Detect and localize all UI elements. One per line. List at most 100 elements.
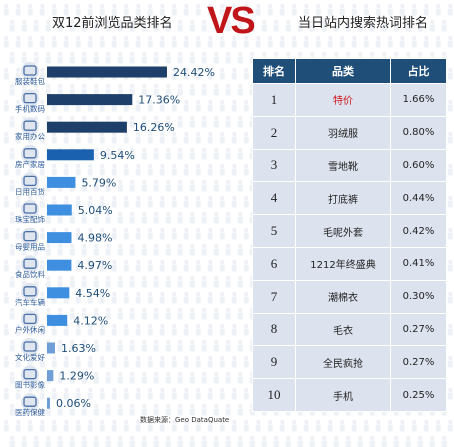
category-label: 母婴用品 — [15, 243, 45, 252]
category-label: 医药保健 — [15, 407, 45, 417]
header-category: 品类 — [295, 58, 391, 84]
share-cell: 0.60% — [390, 148, 447, 183]
basket-icon-shape — [23, 175, 37, 187]
bar — [47, 66, 167, 78]
table-row: 3 雪地靴 0.60% — [252, 148, 447, 183]
rank-cell: 1 — [252, 83, 296, 117]
category-label: 汽车车辆 — [15, 297, 45, 307]
table-row: 10 手机 0.25% — [252, 378, 447, 412]
share-cell: 0.41% — [390, 246, 447, 281]
book-icon-shape — [23, 368, 37, 380]
bar — [47, 232, 72, 244]
bar — [47, 287, 70, 299]
header-share: 占比 — [390, 58, 447, 84]
tent-icon — [21, 310, 39, 329]
bar — [47, 314, 68, 326]
rank-cell: 5 — [252, 214, 296, 248]
jewelry-icon — [21, 200, 39, 218]
category-cell: 毛呢外套 — [295, 214, 391, 248]
rank-cell: 7 — [252, 279, 296, 314]
bar — [47, 259, 72, 271]
table-row: 9 全民疯抢 0.27% — [252, 345, 447, 380]
rank-cell: 2 — [252, 115, 296, 150]
share-cell: 0.27% — [390, 312, 447, 347]
bar — [47, 149, 94, 161]
tent-icon-shape — [23, 313, 37, 325]
medical-icon-shape — [23, 396, 37, 407]
value-label: 5.79% — [81, 176, 116, 189]
food-icon — [21, 255, 39, 274]
left-chart-title: 双12前浏览品类排名 — [52, 16, 173, 31]
phone-icon — [21, 89, 39, 108]
hobby-icon-shape — [23, 341, 37, 352]
category-label: 户外休闲 — [15, 324, 45, 334]
value-label: 0.06% — [56, 397, 91, 410]
bar — [47, 204, 72, 216]
bar — [47, 342, 56, 354]
rank-cell: 4 — [252, 181, 296, 216]
house-icon — [21, 144, 39, 163]
value-label: 4.97% — [77, 259, 112, 272]
book-icon — [21, 365, 39, 384]
table-row: 1 特价 1.66% — [252, 83, 447, 117]
value-label: 5.04% — [78, 204, 113, 217]
category-label: 文化爱好 — [15, 352, 45, 362]
phone-icon-shape — [23, 92, 37, 104]
source-note: 数据来源：Geo DataQuate — [140, 416, 230, 424]
basket-icon — [21, 172, 39, 191]
value-label: 9.54% — [100, 149, 135, 162]
category-cell: 1212年终盛典 — [295, 246, 391, 281]
handbag-icon — [21, 62, 39, 80]
category-cell: 全民疯抢 — [295, 345, 391, 380]
share-cell: 0.42% — [390, 214, 447, 248]
table-row: 5 毛呢外套 0.42% — [252, 214, 447, 248]
table-row: 4 打底裤 0.44% — [252, 181, 447, 216]
bar — [47, 370, 54, 382]
category-label: 服装鞋包 — [15, 76, 45, 86]
value-label: 1.63% — [61, 342, 96, 355]
search-ranking-table: 排名 品类 占比 1 特价 1.66% 2 羽绒服 0.80% 3 雪地靴 0.60% 4 打底裤 0… — [252, 58, 447, 412]
value-label: 4.54% — [75, 287, 110, 300]
header-rank: 排名 — [252, 58, 296, 84]
category-cell: 打底裤 — [295, 181, 391, 216]
category-label: 手机数码 — [15, 104, 45, 114]
category-cell: 毛衣 — [295, 312, 391, 347]
medical-icon — [21, 393, 39, 412]
bar — [47, 121, 127, 133]
share-cell: 1.66% — [390, 83, 447, 117]
rank-cell: 6 — [252, 246, 296, 281]
hobby-icon — [21, 338, 39, 356]
table-row: 7 潮棉衣 0.30% — [252, 279, 447, 314]
share-cell: 0.27% — [390, 345, 447, 380]
table-row: 6 1212年终盛典 0.41% — [252, 246, 447, 281]
value-label: 24.42% — [173, 66, 215, 79]
value-label: 16.26% — [133, 121, 175, 134]
share-cell: 0.25% — [390, 378, 447, 412]
category-cell: 潮棉衣 — [295, 279, 391, 314]
printer-icon-shape — [23, 120, 37, 131]
jewelry-icon-shape — [23, 203, 37, 214]
value-label: 4.98% — [77, 232, 112, 245]
right-table-title: 当日站内搜索热词排名 — [298, 16, 429, 31]
share-cell: 0.44% — [390, 181, 447, 216]
value-label: 1.29% — [59, 370, 94, 383]
handbag-icon-shape — [23, 65, 37, 76]
share-cell: 0.30% — [390, 279, 447, 314]
car-icon-shape — [23, 286, 37, 297]
car-icon — [21, 282, 39, 301]
bar — [47, 397, 50, 409]
food-icon-shape — [23, 258, 37, 269]
table-header-row: 排名 品类 占比 — [252, 58, 447, 84]
bar — [47, 176, 76, 188]
category-label: 日用百货 — [15, 186, 45, 196]
stroller-icon-shape — [23, 230, 37, 242]
category-label: 家用办公 — [15, 131, 45, 141]
category-bar-chart: 服装鞋包 24.42% 手机数码 17.36% 家用办公 16.26% 房产家居 9.54% 日… — [15, 62, 215, 417]
house-icon-shape — [23, 148, 37, 159]
category-label: 图书影像 — [15, 380, 45, 390]
category-label: 房产家居 — [15, 159, 45, 169]
rank-cell: 8 — [252, 312, 296, 347]
category-cell: 雪地靴 — [295, 148, 391, 183]
rank-cell: 9 — [252, 345, 296, 380]
category-cell: 特价 — [295, 83, 391, 117]
